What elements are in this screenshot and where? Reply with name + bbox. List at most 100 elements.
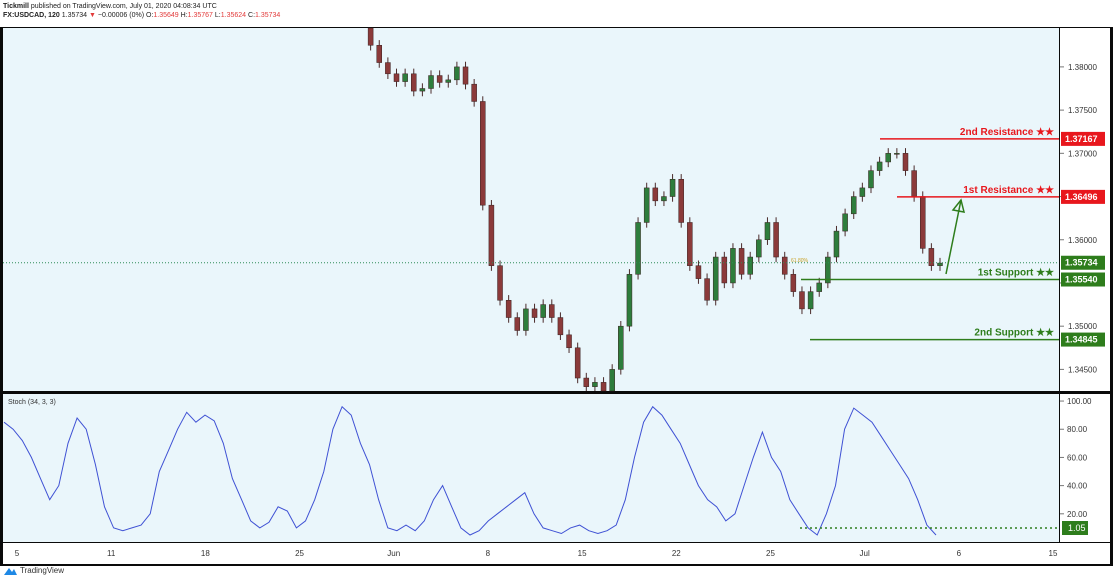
candle-body [704,278,710,301]
candle-body [531,308,538,318]
resistance-tag-text: 1.37167 [1065,134,1098,144]
time-tick-label: 18 [201,549,210,558]
arrow-head-icon [951,198,966,213]
resistance-tag [1061,189,1105,204]
time-tick-label: 15 [1049,549,1058,558]
stoch-axis-ticks: 100.00 80.00 60.00 40.00 20.00 [1060,397,1092,519]
candle-body [712,256,719,301]
price-axis[interactable] [1060,28,1110,391]
price-tick-label: 1.37000 [1068,149,1097,158]
candle-body [799,291,805,310]
close-value: 1.35734 [255,12,281,19]
high-label: H: [180,12,188,19]
candle-body [859,187,866,197]
candle-body [523,308,529,331]
candle-body [730,248,736,284]
candle-body [514,317,521,331]
stoch-title: Stoch (34, 3, 3) [8,399,56,406]
candle-body [480,101,486,206]
candle-body [505,300,512,318]
candle-body [850,196,857,215]
candle-body [661,196,667,202]
time-tick-label: 25 [766,549,775,558]
time-axis[interactable] [3,543,1110,564]
candle-body [419,88,426,92]
candle-body [497,265,503,301]
candle-body [583,377,590,387]
candle-body [747,256,753,275]
close-label: C: [248,12,256,19]
candle-body [436,75,443,83]
price-pane[interactable] [3,28,1059,391]
stoch-tick-label: 100.00 [1067,397,1092,406]
candle-body [376,45,383,63]
price-tick-label: 1.38000 [1068,63,1097,72]
candle-body [643,187,650,223]
candle-body [911,170,917,197]
open-label: O: [145,12,154,19]
stoch-line [3,405,937,536]
candle-body [471,83,477,102]
candle-body [428,75,434,89]
candle-body [885,153,891,163]
change-value: −0.00006 (0%) [97,12,145,19]
candle-body [902,153,909,171]
candle-body [764,222,771,240]
support-label: 1st Support ★★ [978,268,1054,279]
support-tag-text: 1.35540 [1065,275,1098,285]
support-label: 2nd Support ★★ [974,328,1054,339]
candle-body [790,274,797,292]
candle-body [937,262,943,266]
candle-body [367,27,374,46]
candle-body [385,62,391,75]
price-tick-label: 1.35000 [1068,322,1097,331]
symbol-label: FX:USDCAD, 120 [3,12,60,19]
resistance-tag [1061,131,1105,146]
stoch-tick-label: 20.00 [1067,510,1088,519]
candle-body [635,222,641,275]
publish-line: Tickmill published on TradingView.com, J… [3,2,280,11]
stoch-pane[interactable] [3,394,1059,542]
time-tick-label: 11 [107,549,116,558]
last-price-tag-text: 1.35734 [1065,258,1098,268]
time-tick-label: 8 [486,549,491,558]
support-resistance-levels: 2nd Resistance ★★ 1.37167 1st Resistance ★… [3,127,1105,347]
time-tick-label: 5 [15,549,20,558]
low-value: 1.35624 [220,12,247,19]
low-label: L: [214,12,221,19]
candle-body [626,274,633,327]
time-tick-label: 22 [672,549,681,558]
time-tick-label: 25 [295,549,304,558]
time-axis-ticks: 5 11 18 25 Jun 8 15 22 25 Jul 6 15 [15,549,1058,558]
support-tag [1061,272,1105,287]
candle-body [393,73,400,82]
candle-body [807,291,814,310]
author-name: Tickmill [3,3,29,10]
candlestick-series [367,27,943,392]
candle-body [566,334,572,349]
projection-arrow [945,199,962,275]
candle-body [928,248,935,266]
stoch-axis[interactable] [1060,394,1110,542]
time-tick-label: 6 [957,549,962,558]
candle-body [919,196,926,249]
candle-body [411,73,417,92]
candle-body [669,179,676,197]
stoch-last-tag [1062,521,1088,535]
high-value: 1.35767 [187,12,213,19]
candle-body [833,230,840,258]
candle-body [721,256,728,284]
candle-body [868,170,874,189]
candle-body [557,317,564,336]
candle-body [816,282,822,292]
candle-body [781,256,788,275]
last-price: 1.35734 [61,12,88,19]
candle-body [445,79,452,83]
candle-body [600,382,607,392]
support-tag [1061,332,1105,347]
candle-body [488,204,495,266]
last-price-tag [1061,255,1105,270]
candle-body [540,304,546,318]
tradingview-logo-icon [4,567,17,575]
